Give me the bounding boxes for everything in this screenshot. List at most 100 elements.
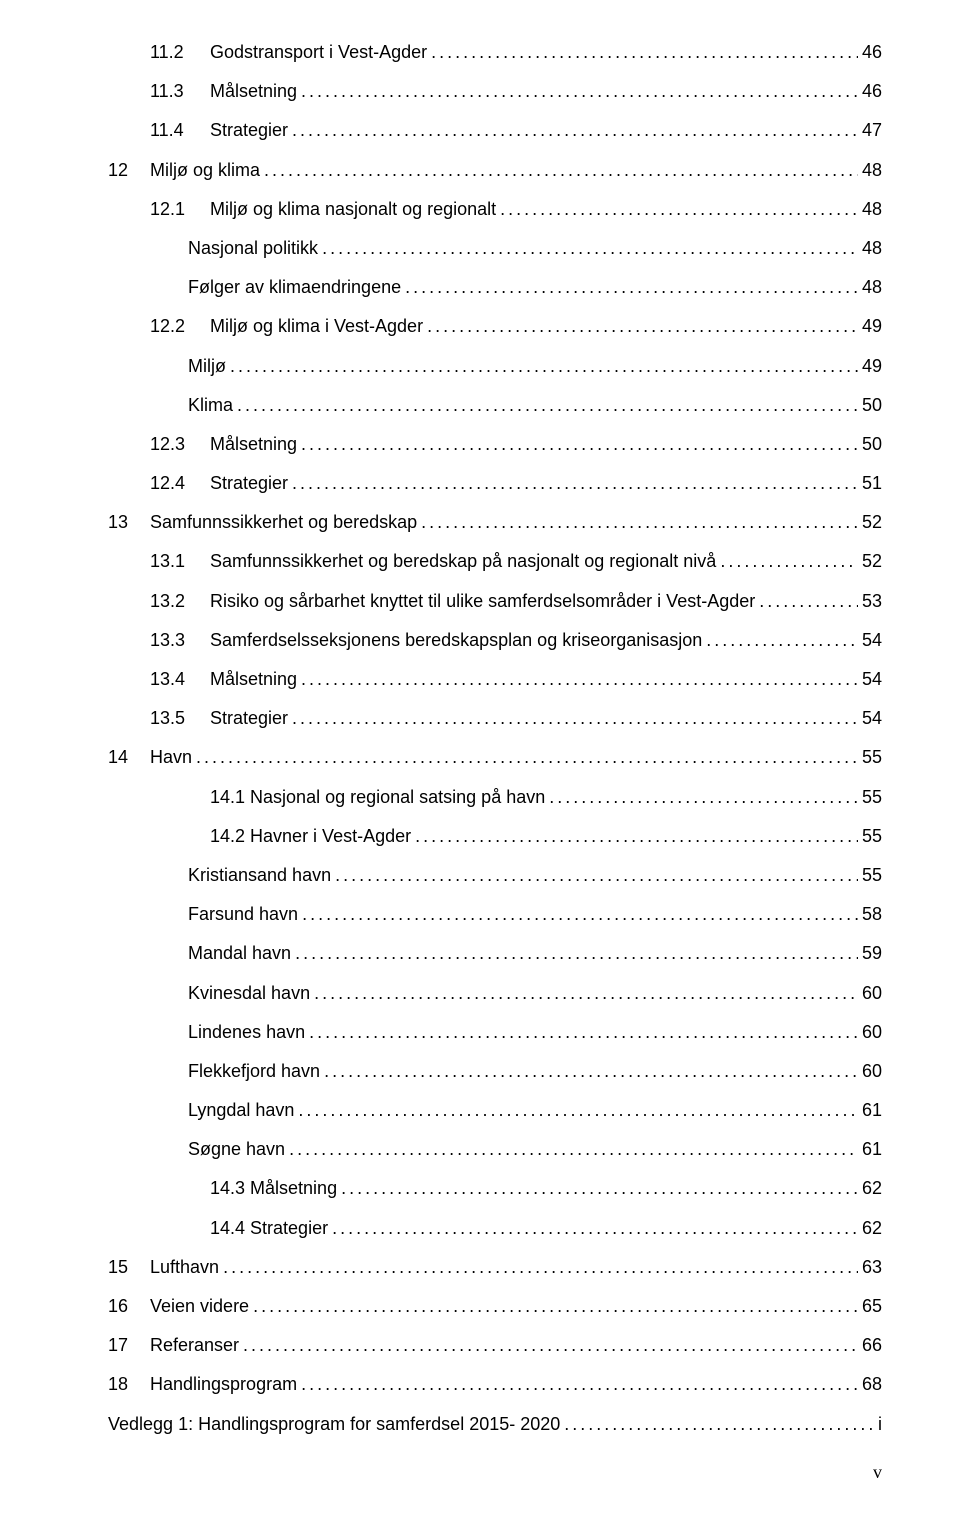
- toc-entry-title: Miljø og klima nasjonalt og regionalt: [210, 197, 500, 222]
- toc-entry-title: Godstransport i Vest-Agder: [210, 40, 431, 65]
- toc-leader-dots: [335, 863, 858, 888]
- toc-leader-dots: [243, 1333, 858, 1358]
- toc-entry: 13.5Strategier54: [108, 706, 882, 731]
- toc-entry: 12Miljø og klima48: [108, 158, 882, 183]
- toc-entry-page: 49: [858, 354, 882, 379]
- toc-entry-title: Flekkefjord havn: [188, 1059, 324, 1084]
- toc-entry-number: 18: [108, 1372, 150, 1397]
- toc-entry: Følger av klimaendringene48: [108, 275, 882, 300]
- toc-entry: 11.2Godstransport i Vest-Agder46: [108, 40, 882, 65]
- toc-entry-title: 14.3 Målsetning: [210, 1176, 341, 1201]
- toc-leader-dots: [223, 1255, 858, 1280]
- toc-entry-title: 14.4 Strategier: [210, 1216, 332, 1241]
- toc-entry-page: 62: [858, 1216, 882, 1241]
- toc-entry: 13.2Risiko og sårbarhet knyttet til ulik…: [108, 589, 882, 614]
- toc-entry-number: 12: [108, 158, 150, 183]
- toc-entry-title: Samferdselsseksjonens beredskapsplan og …: [210, 628, 706, 653]
- toc-entry-number: 12.3: [150, 432, 210, 457]
- toc-leader-dots: [431, 40, 858, 65]
- toc-entry-page: 46: [858, 40, 882, 65]
- toc-entry-page: 55: [858, 824, 882, 849]
- toc-leader-dots: [500, 197, 858, 222]
- toc-entry: 18Handlingsprogram68: [108, 1372, 882, 1397]
- toc-leader-dots: [706, 628, 858, 653]
- toc-entry: 14.4 Strategier 62: [108, 1216, 882, 1241]
- toc-entry-title: Målsetning: [210, 667, 301, 692]
- toc-leader-dots: [264, 158, 858, 183]
- toc-entry: 13.4Målsetning54: [108, 667, 882, 692]
- toc-leader-dots: [332, 1216, 858, 1241]
- toc-leader-dots: [427, 314, 858, 339]
- toc-entry-number: 13.2: [150, 589, 210, 614]
- toc-entry-title: Miljø og klima: [150, 158, 264, 183]
- toc-entry-page: 60: [858, 1020, 882, 1045]
- toc-leader-dots: [322, 236, 858, 261]
- toc-leader-dots: [415, 824, 858, 849]
- toc-entry-number: 13.3: [150, 628, 210, 653]
- toc-leader-dots: [292, 471, 858, 496]
- toc-entry: 13.3Samferdselsseksjonens beredskapsplan…: [108, 628, 882, 653]
- toc-entry: 13.1Samfunnssikkerhet og beredskap på na…: [108, 549, 882, 574]
- toc-entry-number: 14: [108, 745, 150, 770]
- toc-leader-dots: [301, 432, 858, 457]
- toc-entry-page: 48: [858, 197, 882, 222]
- toc-entry-page: 49: [858, 314, 882, 339]
- toc-entry-page: 55: [858, 863, 882, 888]
- toc-leader-dots: [196, 745, 858, 770]
- toc-entry-page: 54: [858, 628, 882, 653]
- toc-entry-page: 61: [858, 1098, 882, 1123]
- toc-entry: 17Referanser66: [108, 1333, 882, 1358]
- toc-entry: Søgne havn61: [108, 1137, 882, 1162]
- toc-entry-number: 11.4: [150, 118, 210, 143]
- toc-entry-page: 53: [858, 589, 882, 614]
- toc-entry: Miljø49: [108, 354, 882, 379]
- toc-entry-number: 12.1: [150, 197, 210, 222]
- toc-leader-dots: [301, 667, 858, 692]
- toc-entry-number: 12.4: [150, 471, 210, 496]
- toc-entry-number: 13.1: [150, 549, 210, 574]
- toc-entry-page: 50: [858, 393, 882, 418]
- toc-leader-dots: [405, 275, 858, 300]
- toc-list: 11.2Godstransport i Vest-Agder4611.3Måls…: [108, 40, 882, 1437]
- toc-entry: Flekkefjord havn60: [108, 1059, 882, 1084]
- toc-leader-dots: [253, 1294, 858, 1319]
- toc-entry-page: i: [874, 1412, 882, 1437]
- toc-entry-title: Følger av klimaendringene: [188, 275, 405, 300]
- toc-entry: 13Samfunnssikkerhet og beredskap52: [108, 510, 882, 535]
- toc-entry-title: Mandal havn: [188, 941, 295, 966]
- toc-entry-number: 16: [108, 1294, 150, 1319]
- toc-entry-page: 52: [858, 549, 882, 574]
- toc-leader-dots: [298, 1098, 858, 1123]
- toc-entry-number: 13.5: [150, 706, 210, 731]
- toc-entry-page: 61: [858, 1137, 882, 1162]
- page-number-footer: v: [873, 1462, 882, 1483]
- toc-leader-dots: [309, 1020, 858, 1045]
- toc-entry-page: 59: [858, 941, 882, 966]
- toc-entry: 14.3 Målsetning 62: [108, 1176, 882, 1201]
- toc-entry: 12.1Miljø og klima nasjonalt og regional…: [108, 197, 882, 222]
- toc-leader-dots: [324, 1059, 858, 1084]
- toc-entry-title: Vedlegg 1: Handlingsprogram for samferds…: [108, 1412, 564, 1437]
- toc-entry-page: 65: [858, 1294, 882, 1319]
- toc-entry: Lindenes havn 60: [108, 1020, 882, 1045]
- toc-leader-dots: [289, 1137, 858, 1162]
- toc-entry-number: 12.2: [150, 314, 210, 339]
- toc-entry-title: Referanser: [150, 1333, 243, 1358]
- toc-entry-title: Nasjonal politikk: [188, 236, 322, 261]
- toc-leader-dots: [237, 393, 858, 418]
- toc-entry: 16Veien videre65: [108, 1294, 882, 1319]
- toc-entry-title: Lyngdal havn: [188, 1098, 298, 1123]
- toc-leader-dots: [301, 1372, 858, 1397]
- toc-entry-title: Risiko og sårbarhet knyttet til ulike sa…: [210, 589, 759, 614]
- toc-leader-dots: [292, 706, 858, 731]
- toc-entry-page: 55: [858, 785, 882, 810]
- toc-entry-number: 13.4: [150, 667, 210, 692]
- toc-entry-title: Kvinesdal havn: [188, 981, 314, 1006]
- toc-entry-title: Miljø og klima i Vest-Agder: [210, 314, 427, 339]
- toc-entry: 12.4Strategier51: [108, 471, 882, 496]
- toc-leader-dots: [314, 981, 858, 1006]
- toc-entry-page: 54: [858, 706, 882, 731]
- toc-entry-title: Strategier: [210, 471, 292, 496]
- toc-entry-title: Lindenes havn: [188, 1020, 309, 1045]
- toc-entry-page: 62: [858, 1176, 882, 1201]
